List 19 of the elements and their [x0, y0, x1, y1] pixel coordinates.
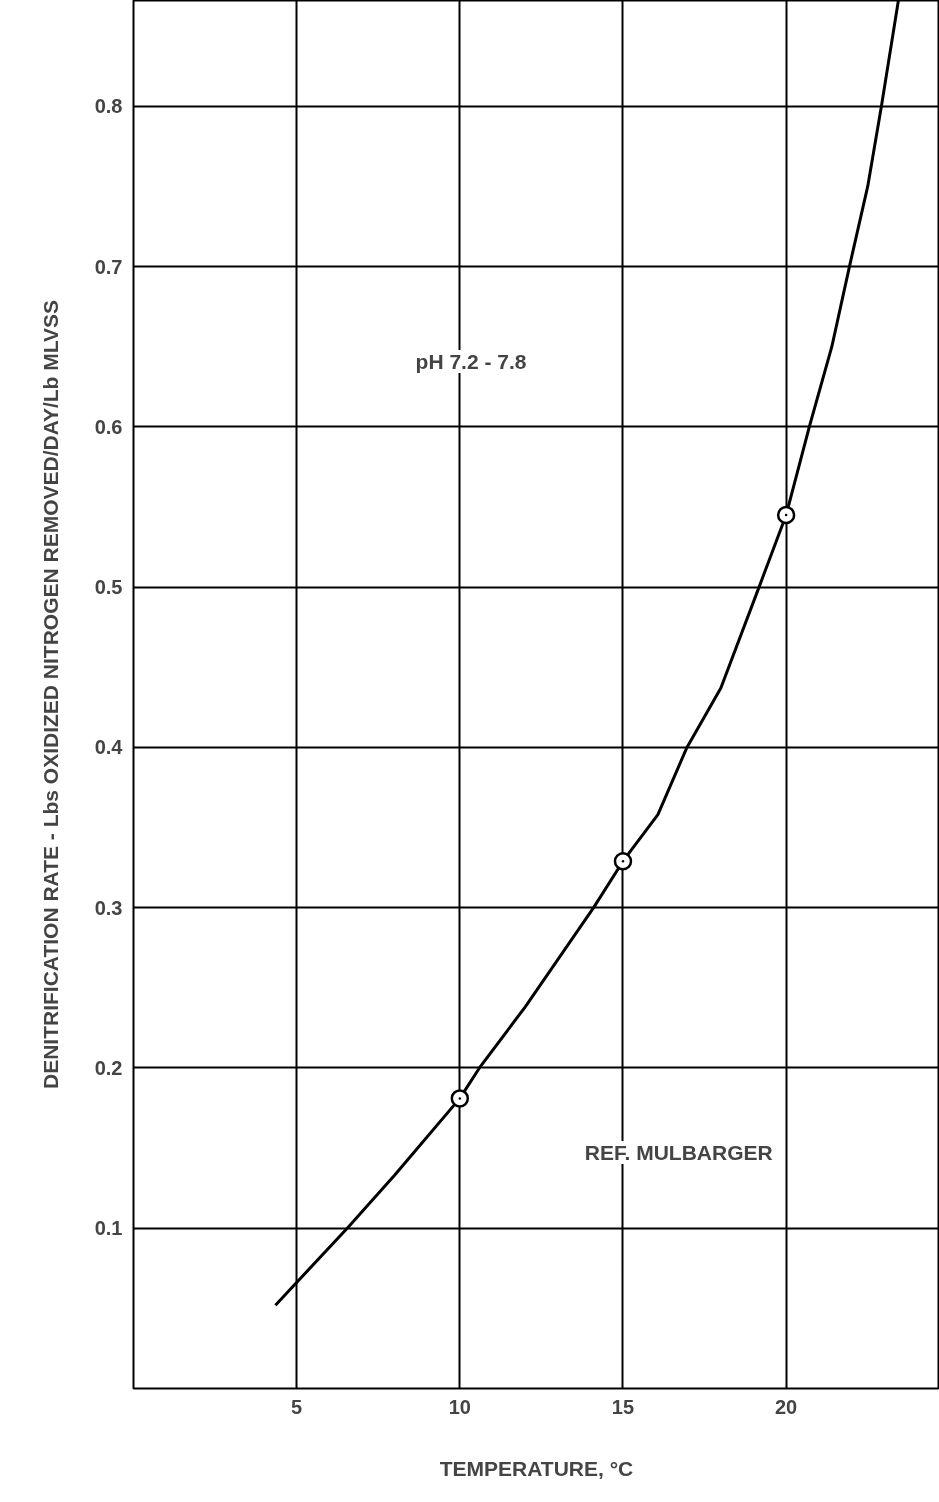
point [450, 1089, 470, 1108]
y-tick-label: 0.3 [94, 896, 123, 919]
y-axis-title: DENITRIFICATION RATE - Lbs OXIDIZED NITROGEN REMOVED/DAY/Lb MLVSS [38, 299, 62, 1090]
point [613, 851, 633, 871]
annotation: REF. MULBARGER [584, 1141, 773, 1165]
x-axis-title: TEMPERATURE, °C [439, 1456, 634, 1480]
x-tick-label: 10 [448, 1395, 471, 1418]
y-tick-label: 0.4 [94, 736, 124, 759]
x-tick-label: 15 [611, 1395, 635, 1418]
y-tick-label: 0.5 [94, 576, 123, 599]
point [776, 505, 796, 525]
x-tick-label: 20 [775, 1395, 798, 1418]
annotation: pH 7.2 - 7.8 [415, 349, 527, 373]
y-tick-label: 0.2 [94, 1056, 123, 1079]
y-tick-label: 0.6 [94, 415, 123, 438]
x-tick-label: 5 [291, 1395, 303, 1418]
y-tick-label: 0.8 [94, 95, 123, 118]
y-tick-label: 0.7 [94, 255, 123, 278]
y-tick-label: 0.1 [94, 1217, 123, 1240]
